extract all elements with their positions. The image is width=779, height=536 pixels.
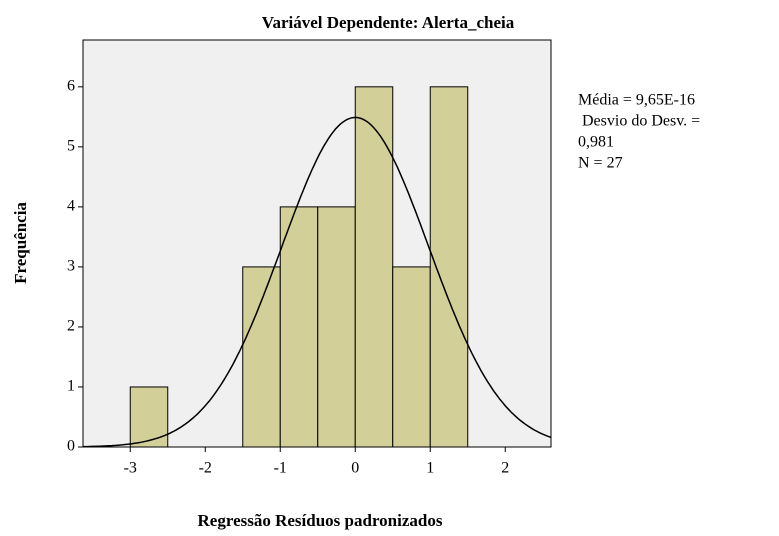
bar: [354, 86, 394, 448]
x-tick-label: 1: [426, 460, 434, 477]
x-tick-label: -3: [124, 460, 137, 477]
annotation: Desvio do Desv. =: [578, 113, 700, 130]
annotation: Média = 9,65E-16: [578, 92, 695, 109]
x-tick-label: -1: [274, 460, 287, 477]
annotation: 0,981: [578, 134, 614, 151]
bar: [317, 206, 356, 448]
y-tick-label: 0: [67, 438, 75, 455]
x-tick-label: -2: [199, 460, 212, 477]
y-tick-label: 5: [67, 138, 75, 155]
bar: [392, 266, 431, 448]
x-tick-label: 2: [501, 460, 509, 477]
y-tick-label: 2: [67, 318, 75, 335]
annotation: N = 27: [578, 155, 623, 172]
x-axis-label: Regressão Resíduos padronizados: [198, 511, 443, 530]
y-tick-label: 6: [67, 77, 75, 94]
normal-curve: [83, 116, 552, 448]
bar: [242, 266, 281, 448]
bar: [129, 386, 169, 448]
y-tick-label: 3: [67, 258, 75, 275]
y-axis-label: Frequência: [11, 202, 30, 284]
bar: [279, 206, 319, 448]
y-tick-label: 4: [67, 198, 75, 215]
chart-title: Variável Dependente: Alerta_cheia: [262, 13, 515, 32]
y-tick-label: 1: [67, 378, 75, 395]
x-tick-label: 0: [351, 460, 359, 477]
